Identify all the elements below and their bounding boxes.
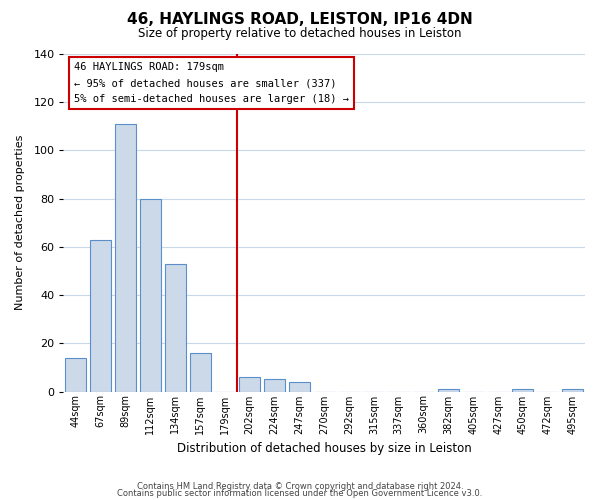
Text: Contains public sector information licensed under the Open Government Licence v3: Contains public sector information licen… xyxy=(118,488,482,498)
Text: 46, HAYLINGS ROAD, LEISTON, IP16 4DN: 46, HAYLINGS ROAD, LEISTON, IP16 4DN xyxy=(127,12,473,28)
Text: Contains HM Land Registry data © Crown copyright and database right 2024.: Contains HM Land Registry data © Crown c… xyxy=(137,482,463,491)
Bar xyxy=(289,382,310,392)
Bar xyxy=(190,353,211,392)
Bar xyxy=(140,198,161,392)
Bar xyxy=(512,389,533,392)
Bar xyxy=(264,380,285,392)
Bar xyxy=(65,358,86,392)
X-axis label: Distribution of detached houses by size in Leiston: Distribution of detached houses by size … xyxy=(177,442,472,455)
Bar xyxy=(115,124,136,392)
Bar xyxy=(239,377,260,392)
Bar xyxy=(438,389,459,392)
Bar xyxy=(562,389,583,392)
Y-axis label: Number of detached properties: Number of detached properties xyxy=(15,135,25,310)
Text: 46 HAYLINGS ROAD: 179sqm
← 95% of detached houses are smaller (337)
5% of semi-d: 46 HAYLINGS ROAD: 179sqm ← 95% of detach… xyxy=(74,62,349,104)
Bar xyxy=(90,240,111,392)
Text: Size of property relative to detached houses in Leiston: Size of property relative to detached ho… xyxy=(138,28,462,40)
Bar xyxy=(164,264,186,392)
